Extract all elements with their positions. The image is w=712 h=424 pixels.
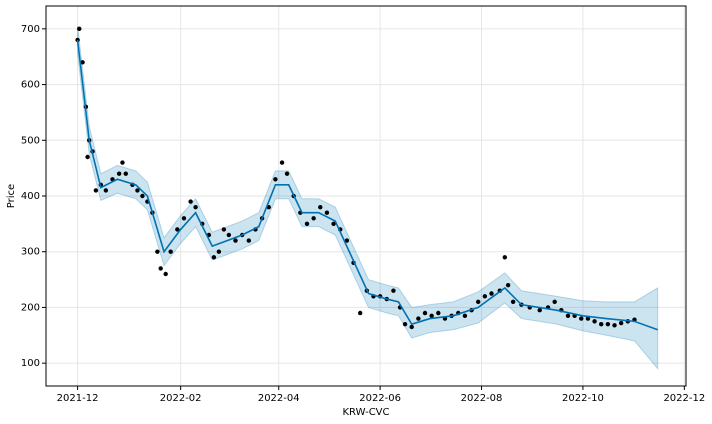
data-point bbox=[120, 160, 125, 165]
data-point bbox=[93, 188, 99, 193]
y-tick-label: 700 bbox=[21, 24, 40, 35]
data-layer bbox=[75, 26, 659, 371]
data-point bbox=[155, 249, 160, 254]
data-point bbox=[123, 171, 128, 176]
data-point bbox=[510, 299, 516, 305]
data-point bbox=[429, 313, 434, 318]
x-tick-label: 2022-06 bbox=[359, 393, 401, 404]
data-point bbox=[175, 227, 180, 232]
data-point bbox=[135, 188, 140, 193]
data-point bbox=[216, 249, 222, 254]
data-point bbox=[357, 310, 363, 316]
data-point bbox=[318, 204, 323, 210]
data-point bbox=[221, 227, 227, 232]
data-point bbox=[579, 316, 584, 321]
data-point bbox=[273, 177, 278, 182]
y-tick-label: 100 bbox=[21, 358, 40, 369]
data-point bbox=[599, 321, 604, 327]
data-point bbox=[284, 171, 290, 176]
data-point bbox=[211, 255, 217, 260]
data-point bbox=[565, 313, 571, 318]
data-point bbox=[422, 310, 428, 316]
data-point bbox=[502, 255, 508, 260]
y-tick-label: 500 bbox=[21, 135, 40, 146]
x-tick-label: 2022-04 bbox=[258, 393, 300, 404]
y-tick-label: 300 bbox=[21, 247, 40, 258]
data-point bbox=[416, 316, 421, 321]
x-tick-label: 2022-12 bbox=[663, 393, 705, 404]
y-tick-label: 400 bbox=[21, 191, 40, 202]
data-point bbox=[311, 216, 316, 221]
data-point bbox=[279, 160, 285, 165]
data-point bbox=[116, 171, 122, 176]
x-tick-label: 2021-12 bbox=[57, 393, 99, 404]
data-point bbox=[505, 282, 511, 288]
forecast-line bbox=[76, 39, 659, 331]
data-point bbox=[188, 199, 193, 204]
data-point bbox=[612, 323, 617, 328]
data-point bbox=[226, 232, 232, 238]
data-point bbox=[80, 60, 85, 65]
data-point bbox=[233, 238, 238, 243]
data-point bbox=[391, 288, 396, 293]
data-point bbox=[605, 321, 611, 327]
data-point bbox=[168, 249, 173, 254]
data-point bbox=[181, 216, 187, 221]
data-point bbox=[77, 26, 82, 32]
data-point bbox=[489, 291, 494, 296]
x-tick-label: 2022-02 bbox=[160, 393, 202, 404]
data-point bbox=[482, 294, 488, 299]
y-tick-label: 600 bbox=[21, 80, 40, 91]
x-axis-label: KRW-CVC bbox=[343, 407, 390, 418]
data-point bbox=[140, 193, 145, 199]
x-tick-label: 2022-08 bbox=[461, 393, 503, 404]
data-point bbox=[193, 204, 198, 210]
data-point bbox=[246, 238, 252, 243]
data-point bbox=[592, 319, 597, 324]
uncertainty-band bbox=[77, 26, 659, 371]
data-point bbox=[537, 308, 542, 313]
data-point bbox=[331, 221, 336, 227]
grid-layer bbox=[46, 6, 686, 386]
x-tick-label: 2022-10 bbox=[562, 393, 604, 404]
data-point bbox=[618, 320, 624, 326]
data-point bbox=[85, 154, 90, 160]
y-axis-label: Price bbox=[6, 184, 17, 208]
data-point bbox=[402, 321, 408, 327]
data-point bbox=[462, 313, 468, 318]
data-point bbox=[163, 271, 168, 277]
data-point bbox=[158, 266, 163, 271]
data-point bbox=[585, 316, 591, 321]
data-point bbox=[476, 299, 481, 305]
data-point bbox=[436, 310, 441, 316]
data-point bbox=[344, 238, 350, 243]
data-point bbox=[324, 210, 330, 215]
data-point bbox=[103, 188, 109, 193]
data-point bbox=[552, 299, 557, 305]
y-tick-label: 200 bbox=[21, 302, 40, 313]
data-point bbox=[304, 221, 310, 227]
data-point bbox=[409, 324, 414, 330]
